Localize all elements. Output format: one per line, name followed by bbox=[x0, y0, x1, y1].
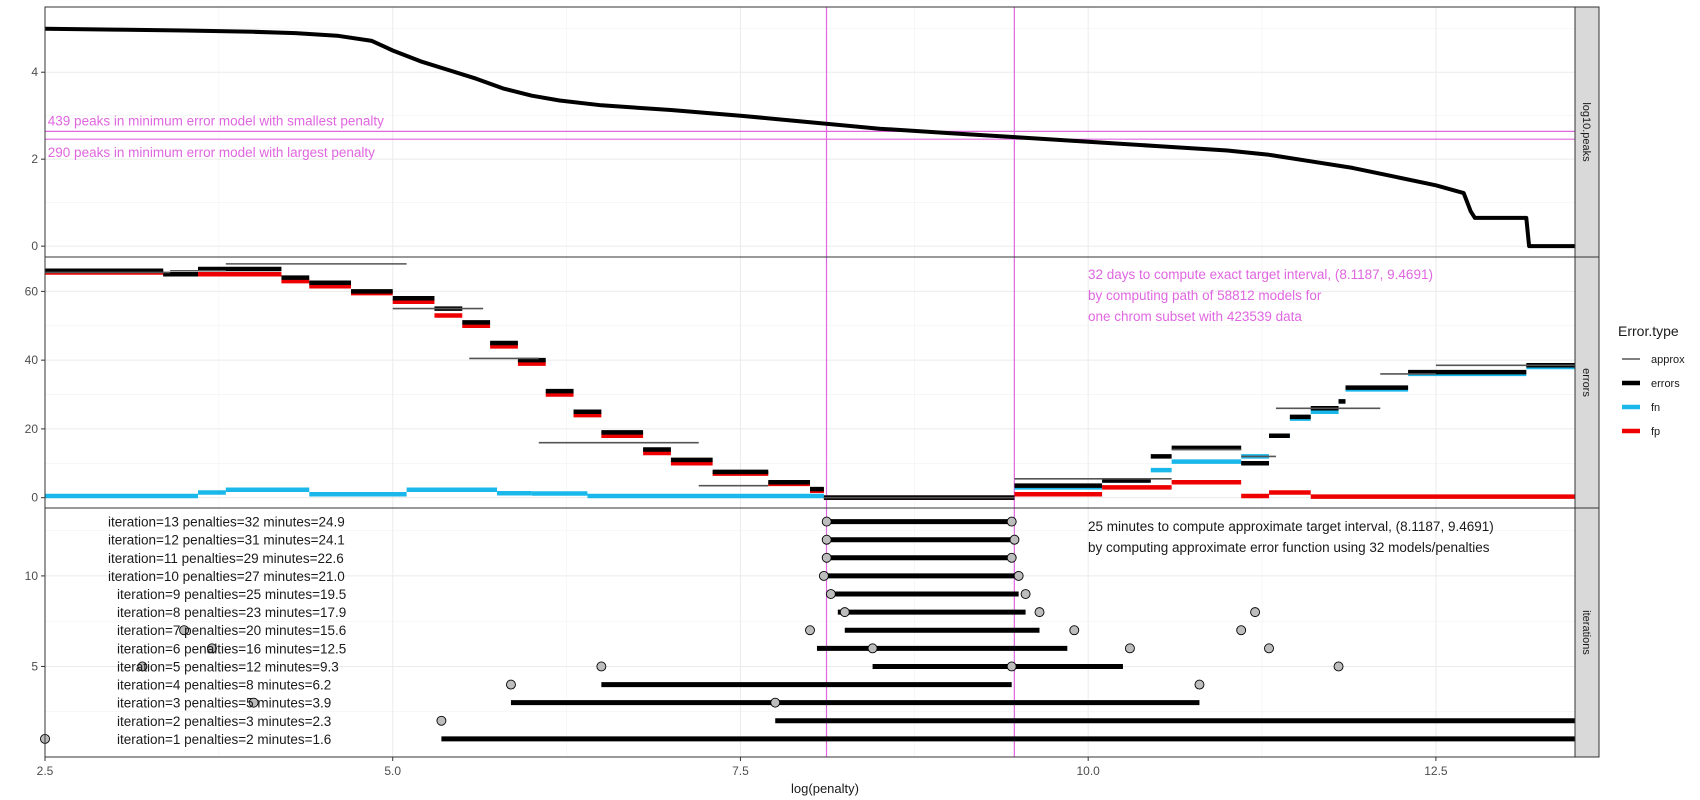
peaks-annotation: 439 peaks in minimum error model with sm… bbox=[48, 113, 384, 128]
panel-log10-peaks: 0 2 4 439 peaks in minimum error model with… bbox=[31, 6, 1600, 258]
iteration-penalty-point bbox=[436, 715, 447, 726]
legend-label-errors: errors bbox=[1651, 378, 1680, 390]
facet-strip-label: errors bbox=[1580, 368, 1592, 397]
iteration-penalty-point bbox=[805, 625, 815, 636]
x-tick-label: 12.5 bbox=[1424, 764, 1448, 778]
iteration-label: iteration=2 penalties=3 minutes=2.3 bbox=[117, 714, 331, 729]
iteration-label: iteration=5 penalties=12 minutes=9.3 bbox=[117, 659, 339, 674]
iteration-penalty-point bbox=[179, 625, 190, 636]
y-tick-label: 0 bbox=[31, 239, 38, 253]
x-axis: log(penalty) 2.5 5.0 7.5 10.0 12.5 bbox=[37, 757, 1448, 796]
iteration-label: iteration=8 penalties=23 minutes=17.9 bbox=[117, 605, 346, 620]
iteration-penalty-point bbox=[839, 607, 850, 618]
iteration-label: iteration=1 penalties=2 minutes=1.6 bbox=[117, 732, 331, 747]
iteration-penalty-point bbox=[821, 516, 832, 527]
iteration-penalty-point bbox=[818, 570, 829, 581]
iteration-label: iteration=13 penalties=32 minutes=24.9 bbox=[108, 515, 345, 530]
legend-title: Error.type bbox=[1618, 323, 1679, 339]
y-tick-label: 60 bbox=[25, 284, 39, 298]
iteration-penalty-point bbox=[1006, 516, 1017, 527]
iteration-penalty-point bbox=[137, 661, 148, 672]
iteration-penalty-point bbox=[506, 679, 516, 690]
iteration-penalty-point bbox=[248, 697, 259, 708]
iteration-penalty-point bbox=[1020, 589, 1031, 599]
panel-iterations: 5 10 iteration=13 penalties=32 minutes=24.… bbox=[25, 507, 1600, 758]
x-tick-label: 2.5 bbox=[37, 764, 54, 778]
approx-interval-note: 25 minutes to compute approximate target… bbox=[1088, 519, 1494, 534]
y-tick-label: 2 bbox=[31, 152, 38, 166]
peaks-annotation: 290 peaks in minimum error model with la… bbox=[48, 145, 375, 160]
legend-label-fn: fn bbox=[1651, 402, 1660, 414]
panel-border bbox=[44, 256, 1576, 509]
legend-label-fp: fp bbox=[1651, 426, 1660, 438]
facet-strip-label: iterations bbox=[1580, 610, 1592, 655]
iteration-label: iteration=3 penalties=5 minutes=3.9 bbox=[117, 696, 331, 711]
iteration-penalty-point bbox=[1006, 661, 1017, 672]
iteration-penalty-point bbox=[1013, 570, 1024, 581]
y-tick-label: 5 bbox=[31, 659, 38, 673]
exact-interval-note: one chrom subset with 423539 data bbox=[1088, 309, 1302, 324]
facet-panels: 0 2 4 439 peaks in minimum error model with… bbox=[25, 6, 1600, 758]
iteration-penalty-point bbox=[825, 589, 836, 599]
exact-interval-note: 32 days to compute exact target interval… bbox=[1088, 267, 1433, 282]
approx-interval-note: by computing approximate error function … bbox=[1088, 540, 1490, 555]
iteration-label: iteration=10 penalties=27 minutes=21.0 bbox=[108, 569, 345, 584]
iteration-penalty-point bbox=[1236, 625, 1247, 636]
exact-interval-note: by computing path of 58812 models for bbox=[1088, 288, 1322, 303]
iteration-label: iteration=9 penalties=25 minutes=19.5 bbox=[117, 587, 346, 602]
y-tick-label: 4 bbox=[31, 65, 38, 79]
x-tick-label: 7.5 bbox=[732, 764, 749, 778]
iteration-label: iteration=12 penalties=31 minutes=24.1 bbox=[108, 533, 345, 548]
iteration-penalty-point bbox=[1333, 661, 1344, 672]
y-tick-label: 10 bbox=[25, 569, 39, 583]
iteration-label: iteration=7 penalties=20 minutes=15.6 bbox=[117, 623, 346, 638]
iteration-label: iteration=11 penalties=29 minutes=22.6 bbox=[108, 551, 344, 566]
y-tick-label: 40 bbox=[25, 353, 39, 367]
y-tick-label: 20 bbox=[25, 422, 39, 436]
facet-strip-label: log10.peaks bbox=[1580, 102, 1592, 162]
iteration-label: iteration=4 penalties=8 minutes=6.2 bbox=[117, 678, 331, 693]
facet-strip bbox=[1574, 507, 1600, 758]
iteration-label: iteration=6 penalties=16 minutes=12.5 bbox=[117, 641, 346, 656]
iteration-penalty-point bbox=[206, 643, 217, 654]
x-tick-label: 10.0 bbox=[1077, 764, 1101, 778]
y-tick-label: 0 bbox=[31, 491, 38, 505]
iteration-penalty-point bbox=[1034, 607, 1045, 618]
iteration-penalty-point bbox=[1250, 607, 1261, 618]
iteration-penalty-point bbox=[1069, 625, 1080, 636]
iteration-penalty-point bbox=[1009, 534, 1020, 545]
iteration-penalty-point bbox=[821, 552, 832, 563]
legend: Error.type approx errors fn fp bbox=[1618, 323, 1685, 438]
legend-label-approx: approx bbox=[1651, 354, 1685, 366]
facet-strip bbox=[1574, 256, 1600, 509]
peaks-curve bbox=[44, 26, 1575, 249]
iteration-penalty-point bbox=[770, 697, 781, 708]
iteration-penalty-point bbox=[821, 534, 832, 545]
iteration-penalty-point bbox=[1006, 552, 1017, 563]
iteration-penalty-point bbox=[1124, 643, 1135, 654]
iteration-penalty-point bbox=[596, 661, 607, 672]
iteration-penalty-point bbox=[1264, 643, 1274, 654]
x-axis-label: log(penalty) bbox=[791, 781, 859, 796]
panel-border bbox=[44, 6, 1576, 258]
panel-errors: 0 20 40 60 32 days to compute exact target i… bbox=[25, 256, 1600, 509]
iteration-penalty-point bbox=[867, 643, 878, 654]
iteration-penalty-point bbox=[1194, 679, 1205, 690]
x-tick-label: 5.0 bbox=[384, 764, 401, 778]
